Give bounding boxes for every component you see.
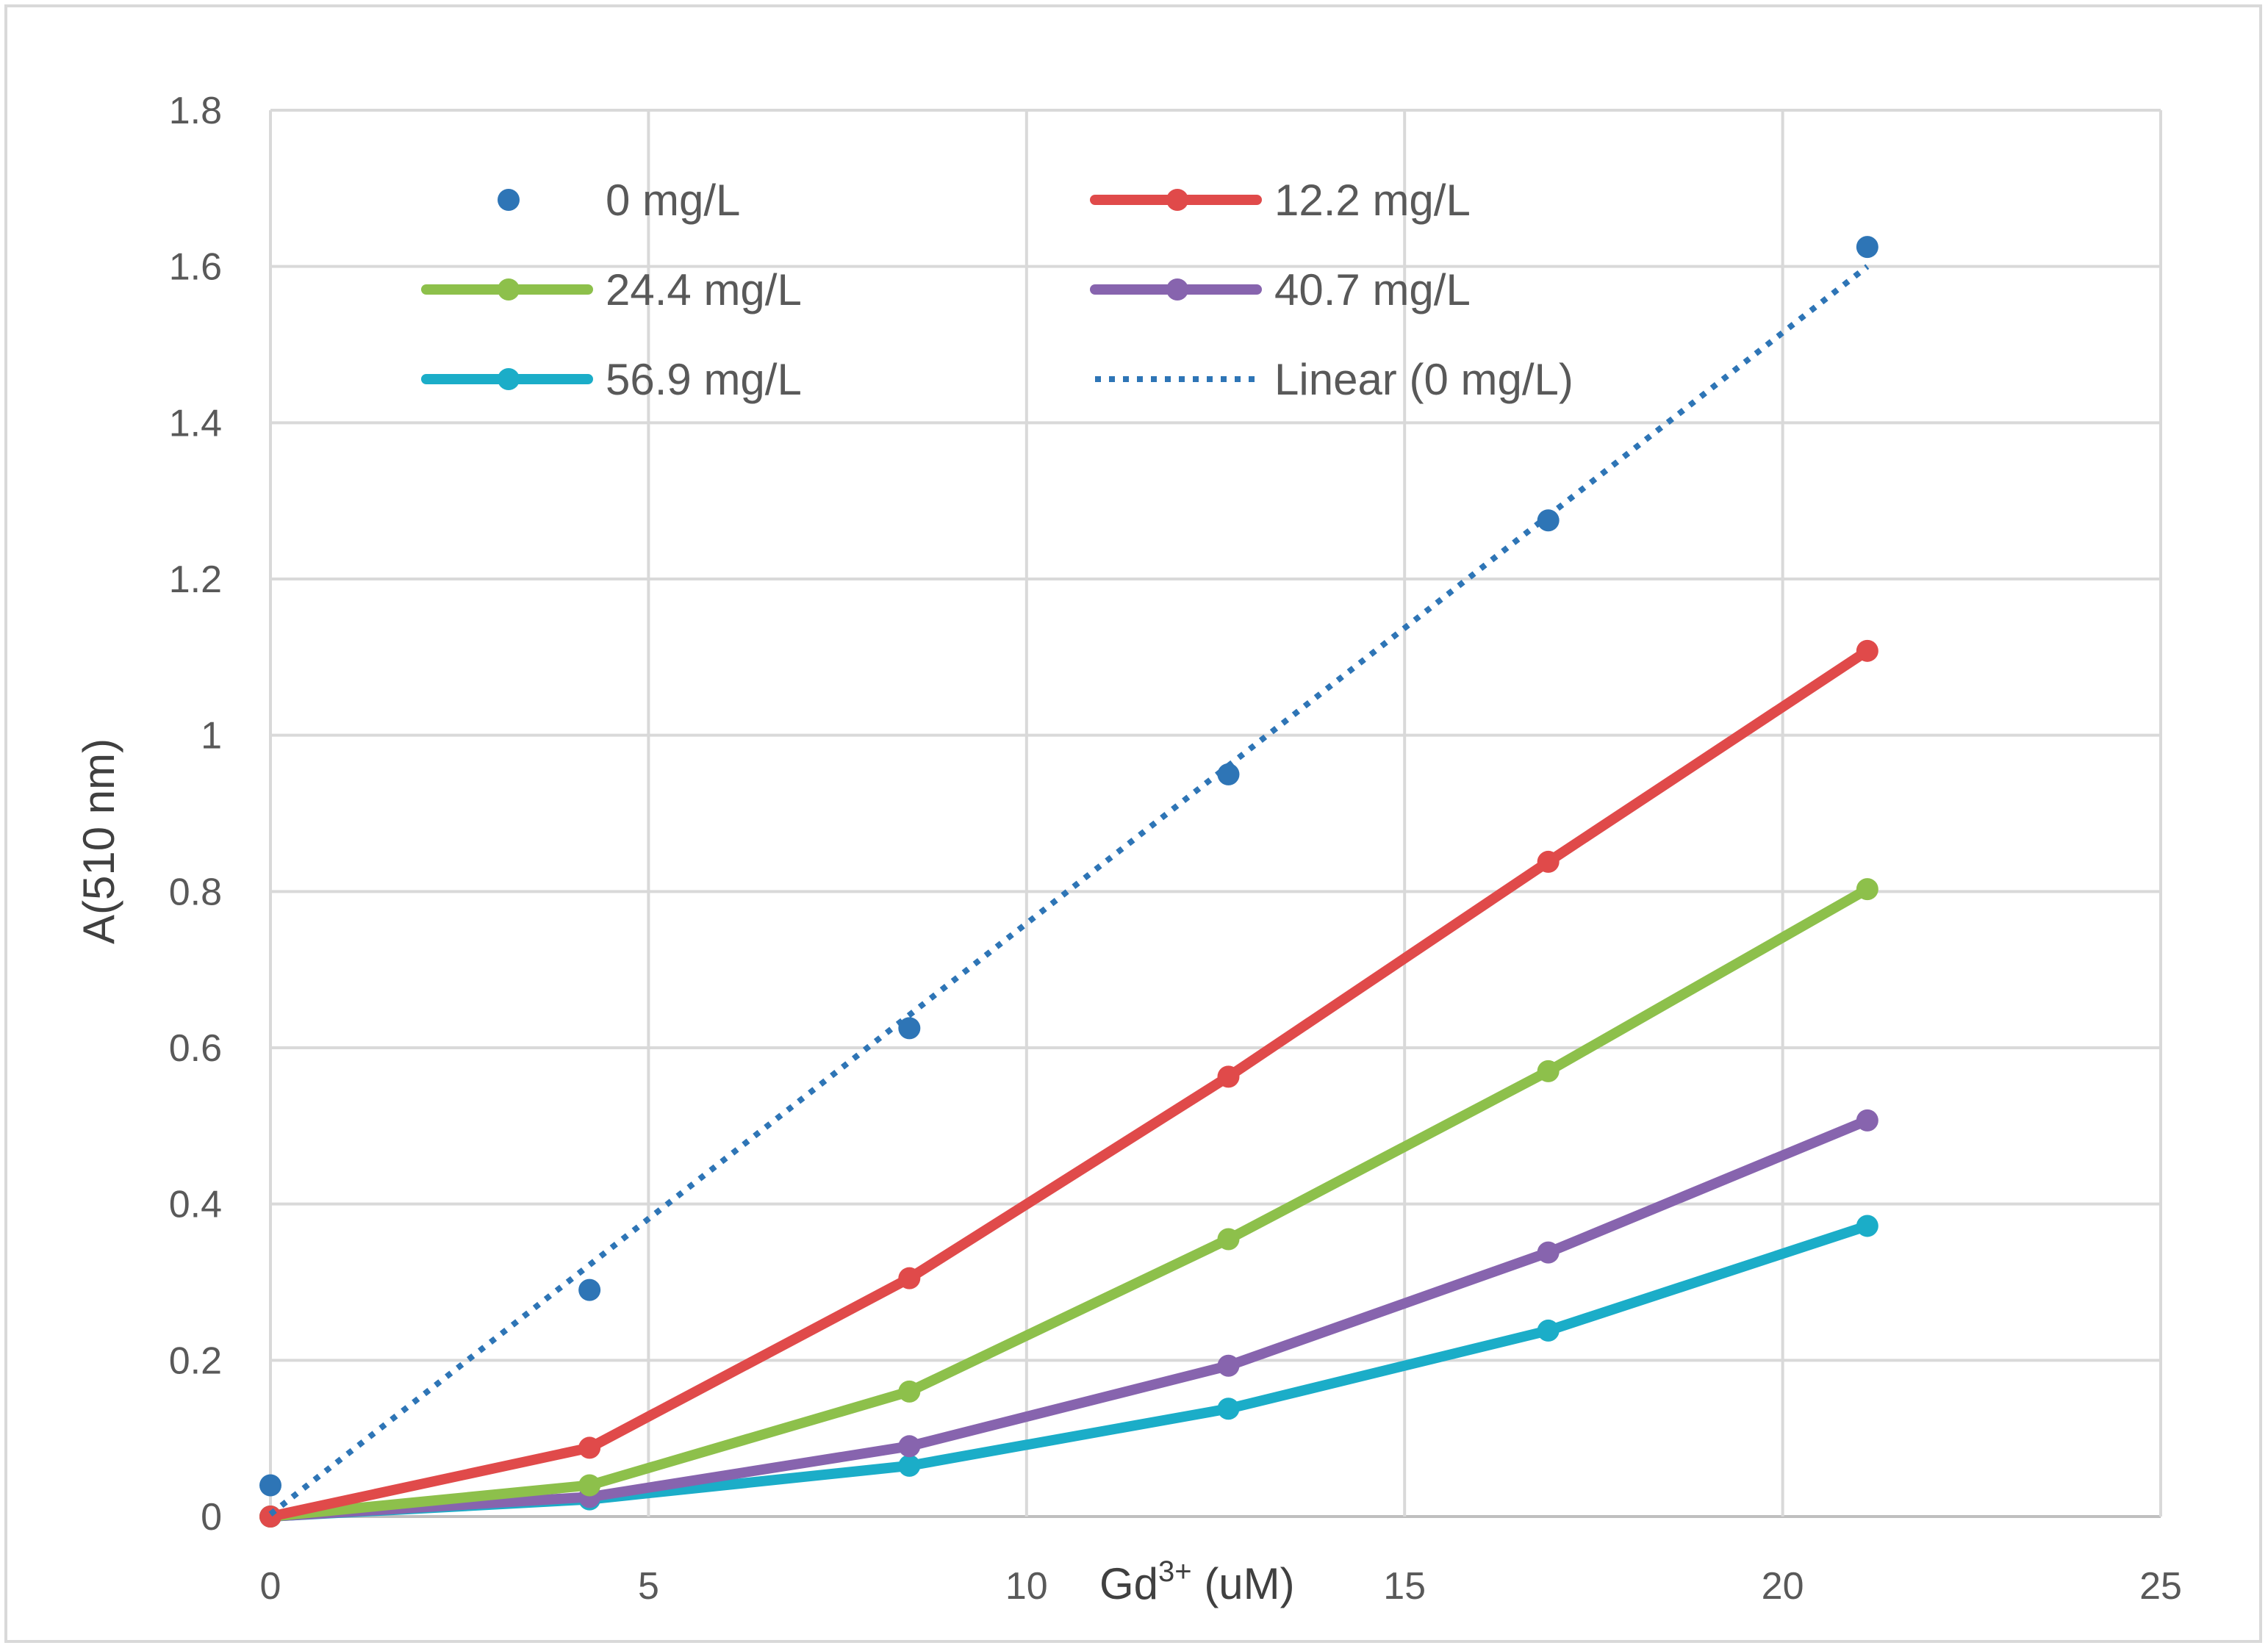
data-point (1217, 1354, 1240, 1377)
data-point (259, 1506, 281, 1528)
y-axis-title: A(510 nm) (74, 738, 123, 944)
series-12-2-mg-l (259, 639, 1878, 1528)
y-tick-label: 0.8 (169, 871, 222, 913)
data-point (1217, 763, 1240, 785)
y-tick-label: 1.8 (169, 90, 222, 132)
series-line (265, 1115, 1873, 1522)
y-tick-label: 0.2 (169, 1339, 222, 1382)
y-tick-label: 0.6 (169, 1027, 222, 1070)
data-point (1856, 639, 1878, 662)
data-point (898, 1435, 921, 1458)
y-tick-label: 0 (201, 1496, 222, 1539)
x-tick-label: 15 (1383, 1565, 1426, 1608)
legend-label: 0 mg/L (606, 176, 740, 225)
legend-item-linear-0-mg-l: Linear (0 mg/L) (1095, 355, 1573, 404)
x-tick-label: 10 (1005, 1565, 1048, 1608)
data-point (1856, 878, 1878, 901)
y-tick-label: 1.2 (169, 558, 222, 601)
chart-border (4, 4, 2262, 1643)
y-tick-label: 1.4 (169, 402, 222, 445)
legend-marker (1166, 189, 1188, 211)
legend-item-56-9-mg-l: 56.9 mg/L (421, 355, 802, 404)
legend-label: Linear (0 mg/L) (1274, 355, 1573, 404)
data-point (898, 1454, 921, 1477)
y-tick-label: 1.6 (169, 246, 222, 289)
legend-marker (498, 368, 520, 390)
data-point (578, 1436, 601, 1459)
trendline-linear (268, 264, 1870, 1517)
x-axis-title: Gd3+ (uM) (1099, 1555, 1295, 1608)
x-tick-label: 25 (2139, 1565, 2182, 1608)
legend-marker (498, 189, 520, 211)
legend-marker (498, 278, 520, 301)
data-point (1856, 1109, 1878, 1132)
plot-area (259, 236, 1878, 1528)
data-point (1537, 509, 1560, 532)
y-tick-label: 0.4 (169, 1184, 222, 1226)
legend-label: 12.2 mg/L (1274, 176, 1471, 225)
legend-item-12-2-mg-l: 12.2 mg/L (1090, 176, 1471, 225)
legend-label: 56.9 mg/L (606, 355, 802, 404)
data-point (259, 1474, 281, 1497)
series-line (265, 645, 1873, 1522)
legend: 0 mg/L 12.2 mg/L 24.4 mg/L 40.7 mg/L 56.9 mg… (421, 176, 1573, 404)
data-point (1856, 236, 1878, 259)
legend-item-40-7-mg-l: 40.7 mg/L (1090, 265, 1471, 314)
data-point (898, 1017, 921, 1040)
data-point (1217, 1065, 1240, 1088)
y-tick-label: 1 (201, 715, 222, 758)
gridlines (269, 109, 2162, 1518)
legend-label: 40.7 mg/L (1274, 265, 1471, 314)
legend-item-0-mg-l: 0 mg/L (498, 176, 740, 225)
x-tick-label: 20 (1762, 1565, 1804, 1608)
legend-label: 24.4 mg/L (606, 265, 802, 314)
data-point (1537, 1241, 1560, 1264)
x-tick-label: 5 (638, 1565, 659, 1608)
series-line (265, 884, 1873, 1522)
data-point (1217, 1228, 1240, 1251)
x-tick-label: 0 (260, 1565, 281, 1608)
data-point (578, 1278, 601, 1301)
data-point (1537, 850, 1560, 873)
legend-item-24-4-mg-l: 24.4 mg/L (421, 265, 802, 314)
data-point (1537, 1319, 1560, 1342)
data-point (578, 1474, 601, 1497)
data-point (1856, 1215, 1878, 1237)
series-0-mg-l (259, 236, 1878, 1497)
data-point (898, 1380, 921, 1403)
tick-labels: 0 0.2 0.4 0.6 0.8 1 1.2 1.4 1.6 1.8 0 5 10 15 20 25 (169, 90, 2182, 1608)
legend-marker (1166, 278, 1188, 301)
data-point (898, 1267, 921, 1289)
data-point (1537, 1060, 1560, 1082)
data-point (1217, 1398, 1240, 1420)
